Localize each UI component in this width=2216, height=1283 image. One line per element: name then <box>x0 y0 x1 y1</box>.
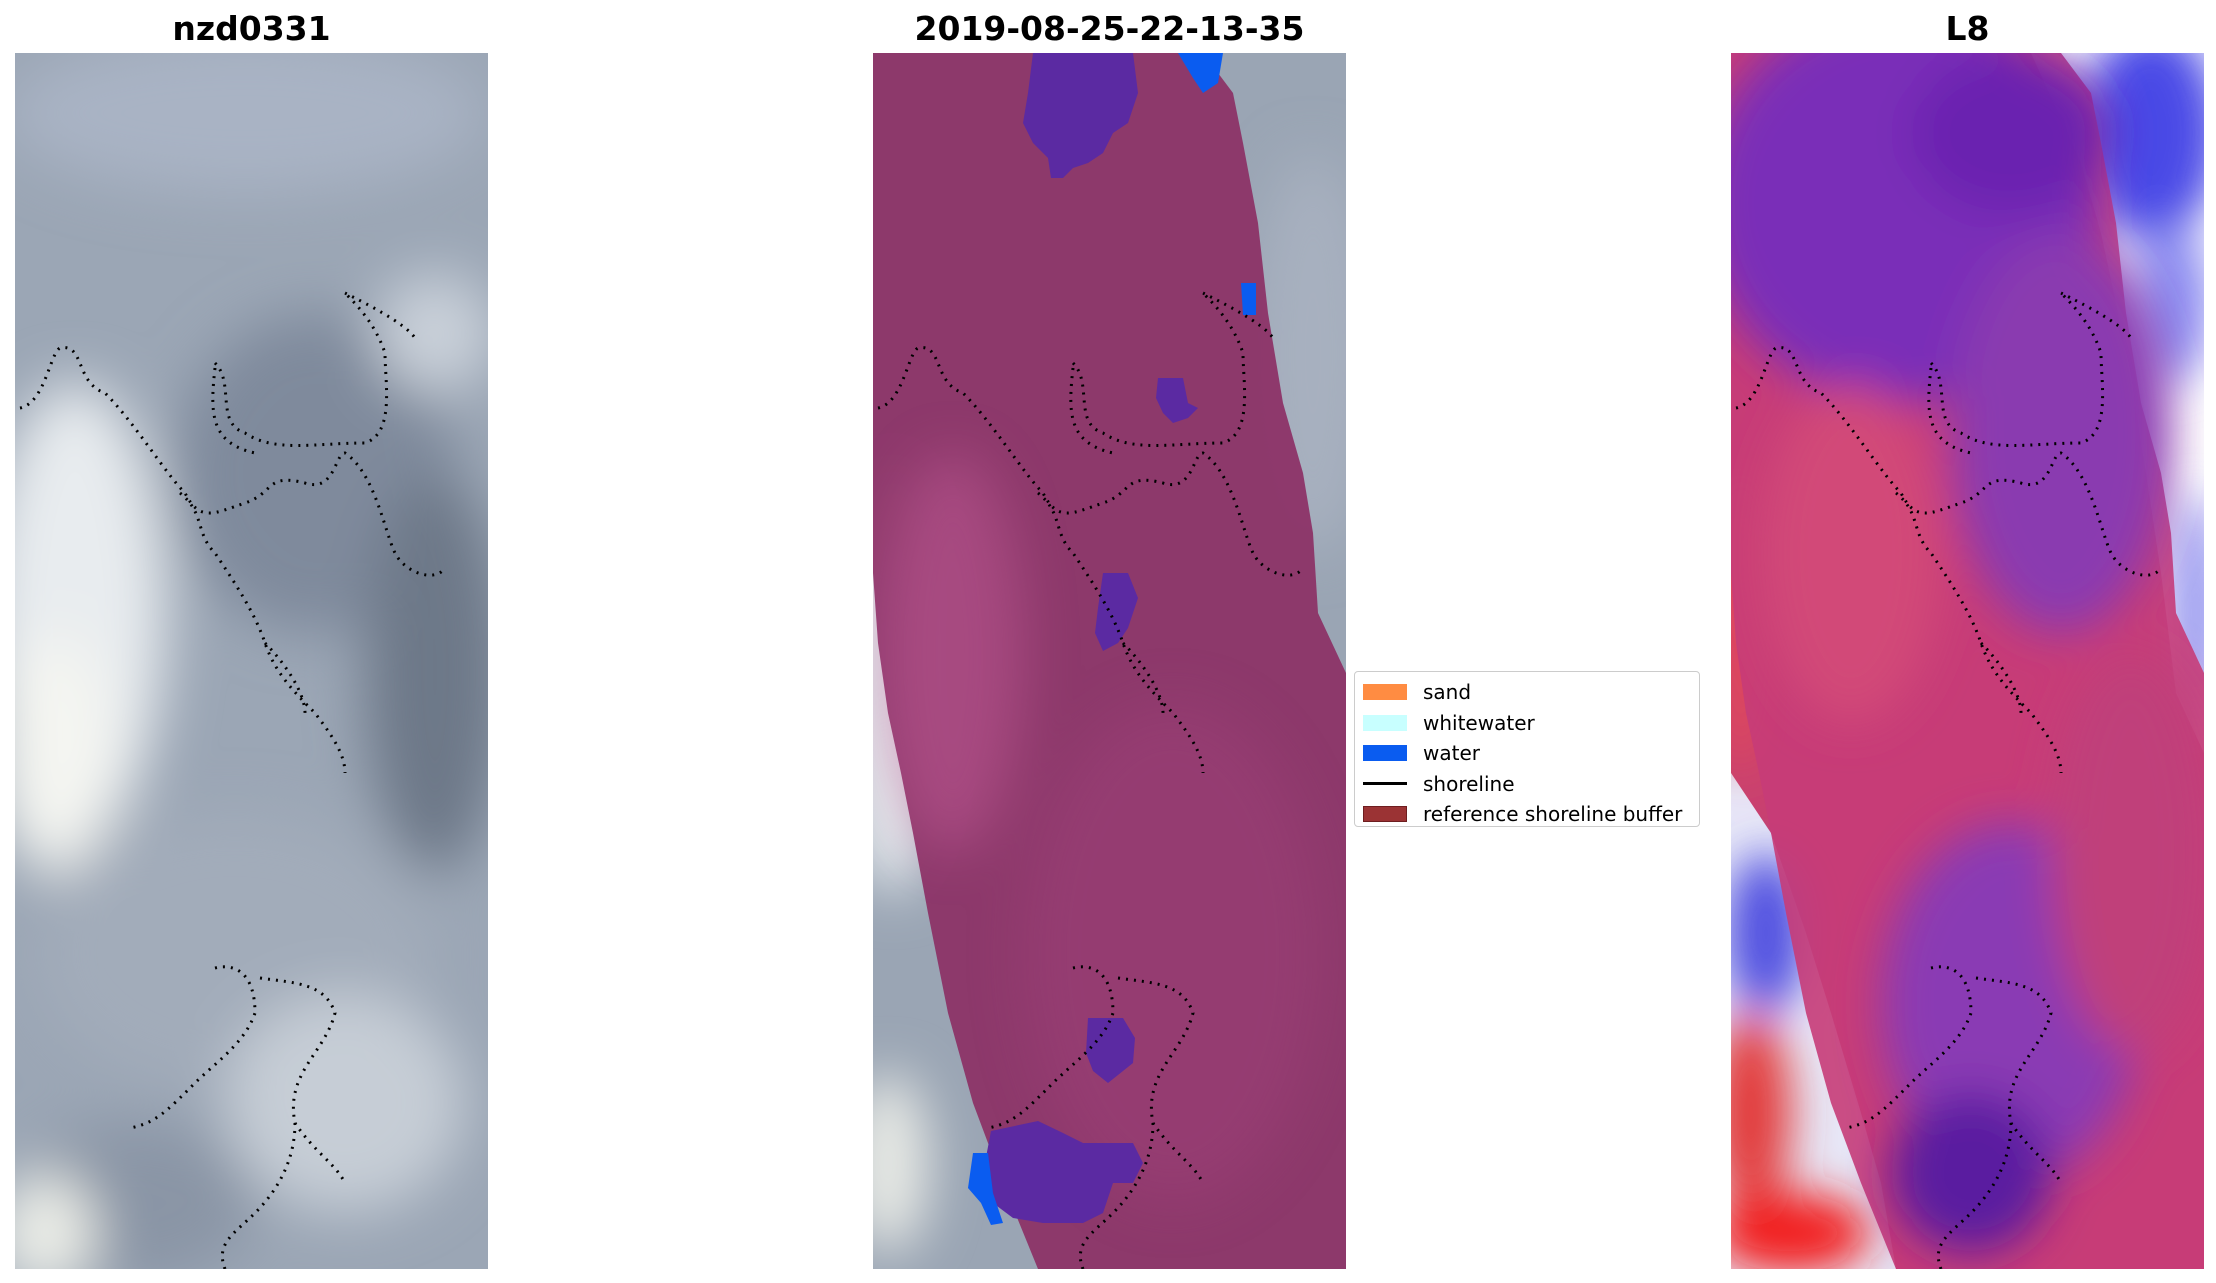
classified-image <box>873 53 1346 1269</box>
water-pixels <box>968 53 1256 1225</box>
shoreline-outline <box>19 291 447 1269</box>
panel-title-satellite: L8 <box>1945 9 1990 48</box>
shoreline-outline <box>1735 291 2163 1269</box>
legend-item-shoreline: shoreline <box>1363 769 1691 800</box>
legend-label-shoreline: shoreline <box>1423 771 1515 796</box>
index-image-panel <box>1731 53 2204 1269</box>
legend-item-sand: sand <box>1363 677 1691 708</box>
legend-label-sand: sand <box>1423 680 1472 705</box>
sand-swatch <box>1363 684 1407 701</box>
index-image <box>1731 53 2204 1269</box>
legend-label-whitewater: whitewater <box>1423 710 1535 735</box>
legend-label-water: water <box>1423 741 1480 766</box>
shoreline-line-swatch <box>1363 782 1407 786</box>
panel-title-image: nzd0331 <box>172 9 331 48</box>
legend-item-reference-buffer: reference shoreline buffer <box>1363 799 1691 830</box>
panel-title-date: 2019-08-25-22-13-35 <box>914 9 1305 48</box>
shoreline-outline <box>877 291 1305 1269</box>
legend-label-reference-buffer: reference shoreline buffer <box>1423 802 1683 827</box>
legend-item-whitewater: whitewater <box>1363 708 1691 739</box>
rgb-image <box>15 53 488 1269</box>
rgb-image-panel <box>15 53 488 1269</box>
reference-buffer-swatch <box>1363 806 1407 823</box>
legend: sand whitewater water shoreline referenc… <box>1354 671 1700 827</box>
water-swatch <box>1363 745 1407 762</box>
water-overlap-patches <box>983 53 1198 1223</box>
classified-image-panel <box>873 53 1346 1269</box>
legend-item-water: water <box>1363 738 1691 769</box>
whitewater-swatch <box>1363 714 1407 731</box>
